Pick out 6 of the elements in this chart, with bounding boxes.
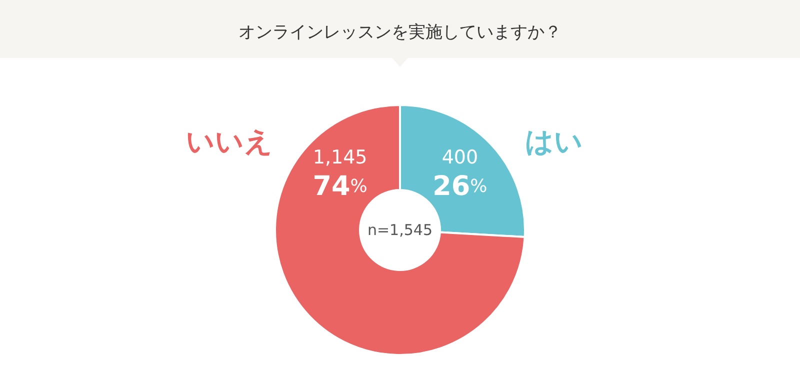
text: n=1,545	[367, 221, 433, 239]
slice-label: いいえ	[186, 124, 273, 158]
data-label: 1,145 74%	[312, 146, 368, 202]
data-label: 400 26%	[432, 146, 488, 202]
slice-label: はい	[525, 124, 583, 158]
chart-title: オンラインレッスンを実施していますか？	[238, 22, 562, 42]
